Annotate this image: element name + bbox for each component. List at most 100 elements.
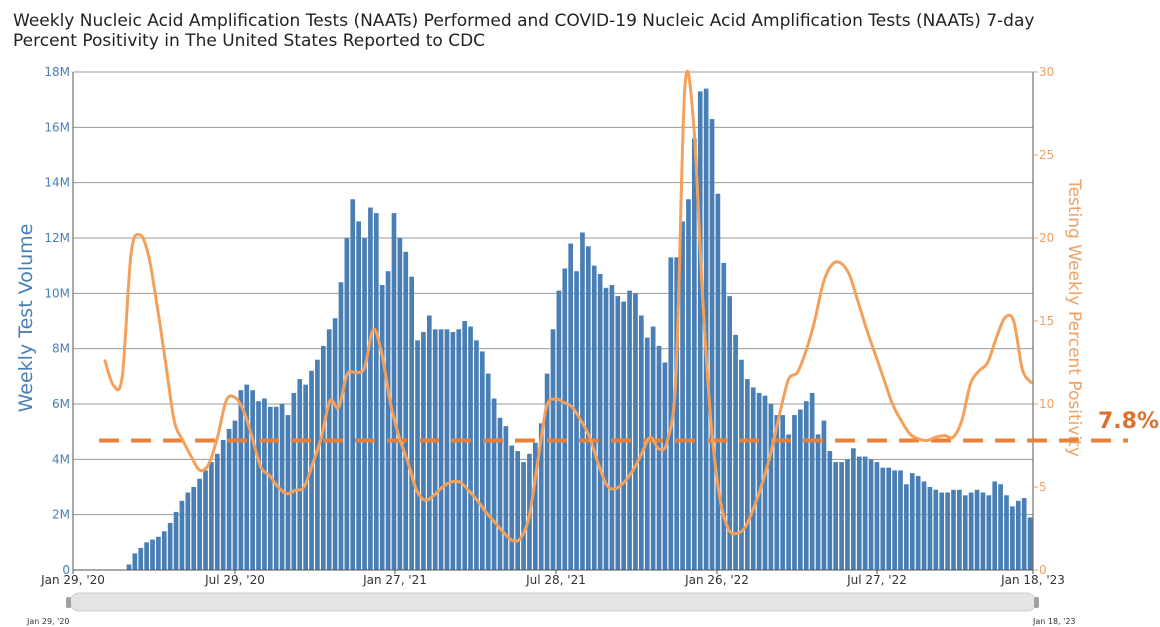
bar bbox=[597, 273, 603, 570]
y-tick-label: 16M bbox=[44, 120, 70, 134]
bar bbox=[974, 489, 980, 570]
x-tick-label: Jul 27, '22 bbox=[846, 573, 907, 587]
bar bbox=[868, 459, 874, 570]
bar bbox=[497, 417, 503, 570]
bar bbox=[968, 492, 974, 570]
bar bbox=[356, 221, 361, 570]
bar bbox=[161, 531, 167, 570]
bar bbox=[403, 251, 409, 570]
bar bbox=[462, 321, 467, 570]
navigator-right-handle[interactable] bbox=[1034, 597, 1039, 608]
bar bbox=[756, 392, 762, 570]
bar bbox=[703, 88, 709, 570]
bar bbox=[226, 428, 232, 570]
bar bbox=[191, 487, 197, 570]
bar bbox=[232, 420, 238, 570]
bar bbox=[674, 257, 680, 570]
bar bbox=[951, 489, 956, 570]
bar bbox=[621, 301, 627, 570]
bar bbox=[650, 326, 656, 570]
y2-tick-label: 5 bbox=[1039, 480, 1047, 494]
bar bbox=[739, 359, 744, 570]
y2-tick-label: 25 bbox=[1039, 148, 1054, 162]
bar bbox=[426, 315, 432, 570]
bar bbox=[845, 459, 850, 570]
bar bbox=[262, 398, 267, 570]
bar bbox=[627, 290, 632, 570]
navigator-left-handle[interactable] bbox=[66, 597, 71, 608]
x-tick-label: Jan 29, '20 bbox=[40, 573, 105, 587]
y2-tick-label: 0 bbox=[1039, 563, 1047, 577]
bar bbox=[220, 439, 226, 570]
bar bbox=[615, 296, 621, 570]
bar bbox=[980, 492, 986, 570]
left-axis-ticks: 0 2M 4M 6M 8M 10M 12M 14M 16M 18M bbox=[44, 65, 70, 577]
bar bbox=[792, 415, 797, 570]
bar bbox=[515, 451, 521, 570]
bar bbox=[185, 492, 191, 570]
bar bbox=[267, 406, 273, 570]
navigator-track[interactable] bbox=[69, 592, 1037, 612]
bar bbox=[556, 290, 562, 570]
bar bbox=[415, 340, 420, 570]
bar bbox=[338, 282, 344, 570]
bar bbox=[344, 238, 350, 570]
bar bbox=[585, 246, 591, 571]
bar bbox=[839, 462, 844, 570]
chart-title: Weekly Nucleic Acid Amplification Tests … bbox=[13, 11, 1035, 51]
bar bbox=[904, 484, 909, 570]
bar bbox=[921, 481, 927, 570]
reference-line-label: 7.8% bbox=[1098, 409, 1159, 434]
bar bbox=[385, 271, 391, 570]
bar bbox=[332, 318, 338, 570]
bar bbox=[362, 238, 367, 570]
bar bbox=[945, 492, 950, 570]
bar bbox=[126, 564, 132, 570]
bar bbox=[450, 332, 456, 570]
bar bbox=[432, 329, 438, 570]
x-tick-label: Jan 27, '21 bbox=[362, 573, 427, 587]
bar bbox=[986, 495, 992, 570]
bar bbox=[244, 384, 250, 570]
bar bbox=[815, 434, 821, 570]
navigator-start-label: Jan 29, '20 bbox=[26, 617, 70, 626]
y2-tick-label: 10 bbox=[1039, 397, 1054, 411]
bar-series bbox=[126, 88, 1033, 571]
range-navigator[interactable] bbox=[66, 592, 1039, 612]
bar bbox=[150, 539, 155, 570]
bar bbox=[550, 329, 556, 570]
bar bbox=[927, 487, 933, 570]
bar bbox=[315, 359, 320, 570]
y-tick-label: 0 bbox=[62, 563, 70, 577]
positivity-line bbox=[103, 69, 1033, 543]
bar bbox=[686, 199, 691, 570]
bar bbox=[821, 420, 827, 570]
bar bbox=[279, 404, 285, 570]
bar bbox=[633, 293, 638, 570]
bar bbox=[250, 390, 255, 570]
bar bbox=[1015, 500, 1021, 570]
bar bbox=[503, 426, 509, 570]
bar bbox=[680, 221, 685, 570]
bar bbox=[273, 406, 279, 570]
bar bbox=[609, 285, 615, 570]
bar bbox=[373, 213, 379, 570]
bar bbox=[485, 373, 491, 570]
bar bbox=[521, 462, 526, 570]
bar bbox=[538, 423, 544, 570]
bar bbox=[238, 390, 244, 570]
navigator-end-label: Jan 18, '23 bbox=[1032, 617, 1076, 626]
x-tick-label: Jul 29, '20 bbox=[204, 573, 265, 587]
bar bbox=[532, 442, 538, 570]
y-tick-label: 10M bbox=[44, 286, 70, 300]
bar bbox=[179, 500, 185, 570]
bar bbox=[697, 91, 703, 571]
bar bbox=[468, 326, 473, 570]
bar bbox=[209, 462, 214, 570]
y-tick-label: 12M bbox=[44, 231, 70, 245]
bar bbox=[144, 542, 149, 570]
bar bbox=[774, 415, 780, 570]
bar bbox=[1010, 506, 1015, 570]
bar bbox=[479, 351, 485, 570]
